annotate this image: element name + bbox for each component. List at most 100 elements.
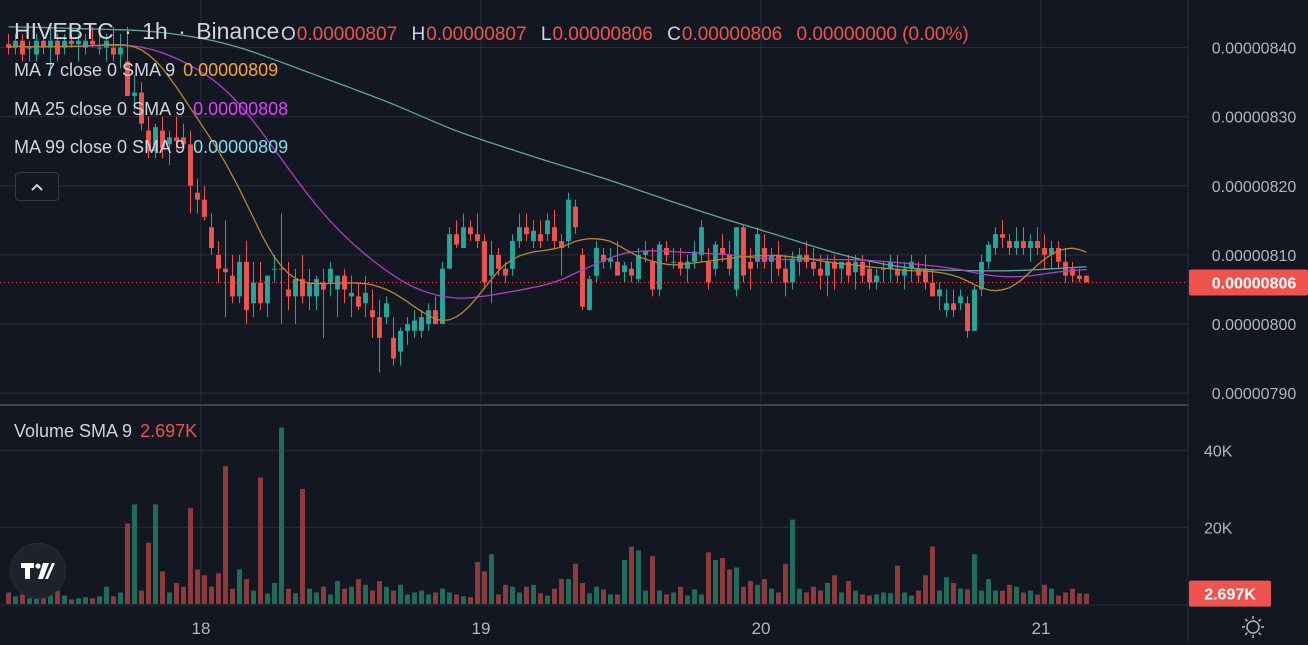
symbol-header[interactable]: HIVEBTC · 1h · Binance (14, 18, 279, 45)
volume-bar (20, 594, 25, 604)
candle-body (937, 289, 942, 297)
volume-bar (1042, 584, 1047, 604)
candle-body (489, 254, 494, 276)
candle-body (328, 268, 333, 283)
candle-body (503, 268, 508, 276)
candle-body (426, 310, 431, 324)
candle-body (930, 282, 935, 297)
volume-bar (223, 466, 228, 604)
volume-bar (965, 589, 970, 604)
indicator-ma99[interactable]: MA 99 close 0 SMA 9 0.00000809 (14, 137, 288, 158)
high-value: 0.00000807 (426, 24, 527, 45)
tradingview-logo[interactable] (10, 543, 66, 599)
volume-bar (244, 579, 249, 604)
volume-bar (286, 588, 291, 604)
indicator-ma25[interactable]: MA 25 close 0 SMA 9 0.00000808 (14, 99, 288, 120)
volume-bar (650, 556, 655, 604)
volume-bar (398, 584, 403, 604)
volume-bar (55, 590, 60, 604)
volume-bar (979, 590, 984, 604)
candle-body (531, 230, 536, 242)
volume-bar (468, 597, 473, 604)
tradingview-logo-icon (21, 563, 55, 579)
time-axis: 1819202122 (192, 619, 1051, 638)
candle-body (580, 254, 585, 307)
low-value: 0.00000806 (552, 24, 653, 45)
volume-bar (818, 590, 823, 604)
volume-bar (433, 592, 438, 604)
volume-bar (846, 581, 851, 604)
candle-body (83, 40, 88, 48)
candle-body (776, 254, 781, 269)
volume-bar (104, 586, 109, 604)
price-axis: 0.00000840 0.00000830 0.00000820 0.00000810… (1189, 41, 1308, 403)
volume-legend[interactable]: Volume SMA 9 2.697K (14, 421, 197, 442)
volume-bar (419, 590, 424, 604)
candle-body (125, 61, 130, 96)
candle-body (510, 241, 515, 269)
volume-bar (825, 582, 830, 604)
volume-bar (643, 590, 648, 604)
volume-bar (538, 593, 543, 604)
volume-bar (951, 582, 956, 604)
volume-bar (790, 519, 795, 604)
symbol-name: HIVEBTC (14, 18, 114, 44)
volume-bar (83, 597, 88, 604)
volume-bar (972, 554, 977, 604)
volume-bar (195, 569, 200, 604)
candle-body (48, 40, 53, 48)
candle-body (384, 303, 389, 318)
interval-label: 1h (142, 18, 168, 44)
volume-bar (41, 597, 46, 604)
volume-bar (370, 590, 375, 604)
volume-bar (146, 542, 151, 604)
volume-bar (251, 590, 256, 604)
volume-bar (832, 575, 837, 604)
volume-bar (909, 595, 914, 604)
price-tick-label: 0.00000800 (1212, 317, 1297, 334)
candle-body (139, 92, 144, 124)
close-value: 0.00000806 (681, 24, 783, 45)
candle-body (1028, 241, 1033, 248)
volume-bar (741, 586, 746, 604)
collapse-indicators-button[interactable] (15, 172, 59, 201)
candle-body (902, 268, 907, 276)
volume-bar (90, 598, 95, 604)
gear-icon (1242, 616, 1264, 638)
ma99-line (8, 26, 1087, 272)
indicator-value: 0.00000809 (193, 137, 289, 157)
chart-settings-button[interactable] (1240, 614, 1266, 640)
volume-bar (867, 595, 872, 604)
candle-body (391, 337, 396, 359)
candle-body (713, 244, 718, 269)
candle-body (167, 137, 172, 145)
volume-bar (384, 586, 389, 604)
volume-bar (202, 575, 207, 604)
candle-body (433, 310, 438, 324)
candle-body (552, 227, 557, 242)
candle-body (405, 324, 410, 331)
candle-body (636, 254, 641, 280)
volume-bar (1063, 592, 1068, 604)
volume-bar (706, 552, 711, 604)
volume-bar (692, 589, 697, 604)
time-tick-label: 19 (472, 619, 491, 638)
candle-body (587, 279, 592, 311)
indicator-ma7[interactable]: MA 7 close 0 SMA 9 0.00000809 (14, 60, 278, 81)
candle-body (601, 254, 606, 262)
candle-body (860, 261, 865, 276)
volume-bar (356, 579, 361, 604)
candle-body (237, 261, 242, 297)
candle-body (279, 268, 284, 270)
last-price-label: 0.00000806 (1212, 276, 1297, 293)
candle-body (1007, 241, 1012, 248)
volume-bar (545, 595, 550, 604)
price-tick-label: 0.00000790 (1212, 386, 1297, 403)
candle-body (692, 251, 697, 262)
candle-body (909, 261, 914, 269)
candle-body (944, 303, 949, 311)
candle-body (895, 268, 900, 276)
price-tick-label: 0.00000810 (1212, 248, 1297, 265)
volume-bar (27, 598, 32, 604)
